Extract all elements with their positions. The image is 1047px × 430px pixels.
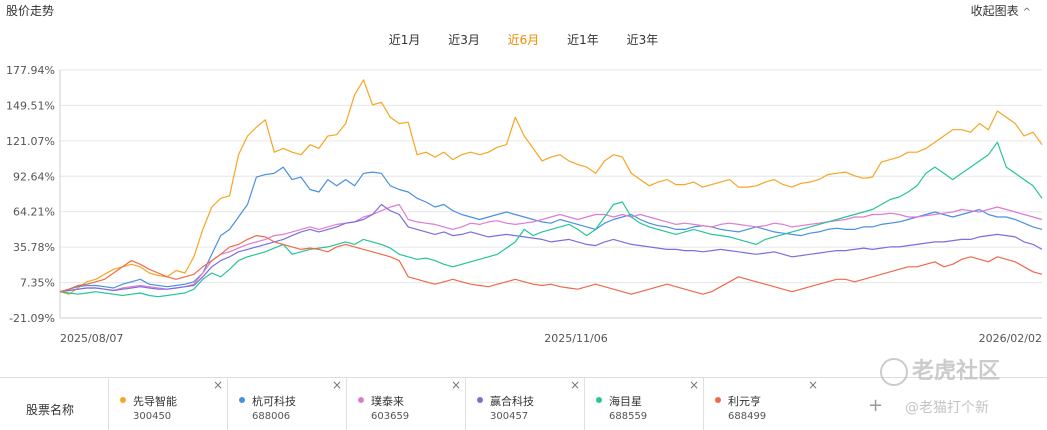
legend-item-stock-2[interactable]: 杭可科技 688006 × <box>227 378 346 430</box>
legend-item-stock-1[interactable]: 先导智能 300450 × <box>108 378 227 430</box>
stock-name: 先导智能 <box>133 395 177 408</box>
tab-3m[interactable]: 近3月 <box>448 33 480 47</box>
y-tick-label: 149.51% <box>6 99 55 112</box>
x-tick-label: 2025/11/06 <box>544 332 607 345</box>
series-line <box>59 79 1043 295</box>
legend-item-stock-6[interactable]: 利元亨 688499 × <box>703 378 822 430</box>
stock-code: 603659 <box>371 411 410 422</box>
period-tabs: 近1月 近3月 近6月 近1年 近3年 <box>0 31 1047 48</box>
series-color-dot <box>239 397 245 403</box>
remove-icon[interactable]: × <box>569 378 580 392</box>
remove-icon[interactable]: × <box>450 378 461 392</box>
stock-name: 海目星 <box>609 395 642 408</box>
y-tick-label: 35.78% <box>13 241 55 254</box>
series-color-dot <box>477 397 483 403</box>
tab-6m[interactable]: 近6月 <box>507 33 540 47</box>
stock-name: 利元亨 <box>728 395 761 408</box>
y-tick-label: 177.94% <box>6 64 55 77</box>
y-tick-label: 7.35% <box>20 277 55 290</box>
legend-item-stock-5[interactable]: 海目星 688559 × <box>584 378 703 430</box>
series-color-dot <box>358 397 364 403</box>
series-color-dot <box>596 397 602 403</box>
y-tick-label: -21.09% <box>9 312 55 325</box>
series-line <box>59 141 1043 298</box>
y-tick-label: 121.07% <box>6 135 55 148</box>
series-color-dot <box>715 397 721 403</box>
stock-code: 688006 <box>252 411 291 422</box>
x-tick-label: 2025/08/07 <box>60 332 123 345</box>
tab-1y[interactable]: 近1年 <box>567 33 599 47</box>
tab-1m[interactable]: 近1月 <box>388 33 421 47</box>
remove-icon[interactable]: × <box>807 378 818 392</box>
stock-name: 赢合科技 <box>490 395 534 408</box>
tab-3y[interactable]: 近3年 <box>626 33 659 47</box>
series-color-dot <box>120 397 126 403</box>
remove-icon[interactable]: × <box>331 378 342 392</box>
watermark-handle: @老猫打个新 <box>905 400 989 416</box>
collapse-chart-button[interactable]: 收起图表 ^ <box>971 2 1031 19</box>
stock-code: 688559 <box>609 411 648 422</box>
stock-code: 300450 <box>133 411 172 422</box>
series-line <box>59 203 1043 293</box>
y-tick-label: 92.64% <box>13 170 55 183</box>
add-stock-button[interactable]: + <box>868 395 884 416</box>
legend-item-stock-4[interactable]: 赢合科技 300457 × <box>465 378 584 430</box>
price-trend-chart: 177.94% 149.51% 121.07% 92.64% 64.21% 35.78% 7… <box>6 64 1043 345</box>
stock-code: 300457 <box>490 411 529 422</box>
remove-icon[interactable]: × <box>688 378 699 392</box>
stock-code: 688499 <box>728 411 767 422</box>
watermark-brand: 老虎社区 <box>880 353 1000 386</box>
legend-item-stock-3[interactable]: 璞泰来 603659 × <box>346 378 465 430</box>
chevron-up-icon: ^ <box>1022 7 1031 18</box>
tiger-logo-icon <box>880 358 908 386</box>
page-title: 股价走势 <box>6 4 55 18</box>
stock-name: 璞泰来 <box>371 395 404 408</box>
series-line <box>59 235 1043 295</box>
stock-legend: 股票名称 先导智能 300450 × 杭可科技 688006 × 璞泰来 603… <box>0 377 1047 430</box>
stock-name: 杭可科技 <box>252 395 296 408</box>
collapse-label: 收起图表 <box>970 4 1019 18</box>
series-line <box>59 203 1043 293</box>
series-line <box>59 166 1043 293</box>
y-tick-label: 64.21% <box>13 206 55 219</box>
remove-icon[interactable]: × <box>212 378 223 392</box>
legend-label: 股票名称 <box>26 403 75 417</box>
x-tick-label: 2026/02/02 <box>979 332 1042 345</box>
